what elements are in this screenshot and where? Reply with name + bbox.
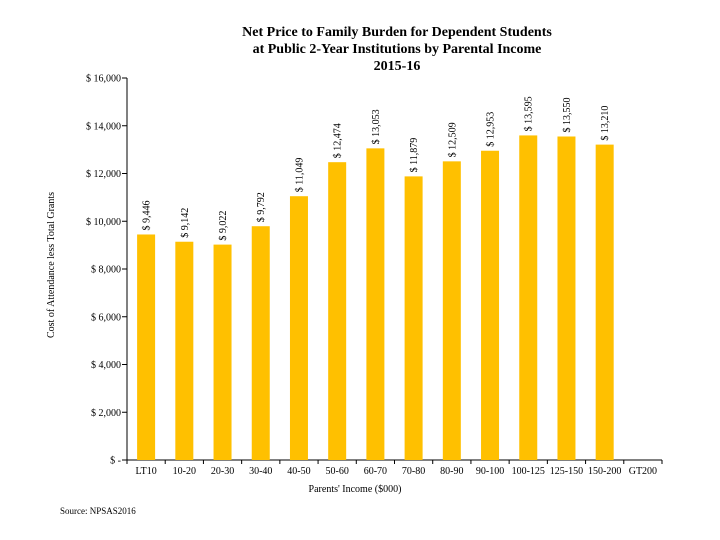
bar-data-label: $ 11,049 bbox=[294, 158, 305, 193]
x-tick-label: 60-70 bbox=[364, 466, 387, 477]
chart-title-line-3: 2015-16 bbox=[374, 59, 421, 74]
chart-title: Net Price to Family Burden for Dependent… bbox=[242, 25, 552, 74]
x-axis-label: Parents' Income ($000) bbox=[309, 484, 402, 495]
bar bbox=[519, 135, 538, 460]
x-tick-label: LT10 bbox=[135, 466, 156, 477]
bar-data-label: $ 12,509 bbox=[447, 122, 458, 157]
source-note: Source: NPSAS2016 bbox=[60, 506, 136, 516]
bar-data-label: $ 9,792 bbox=[256, 192, 267, 222]
bars bbox=[137, 135, 614, 461]
y-tick-label: $ 8,000 bbox=[91, 265, 121, 276]
y-tick-label: $ 4,000 bbox=[91, 360, 121, 371]
x-ticks: LT10 10-20 20-30 30-40 40-50 50-60 60-70 70-80 8… bbox=[126, 460, 663, 477]
chart-title-line-2: at Public 2-Year Institutions by Parenta… bbox=[253, 42, 542, 57]
bar bbox=[137, 234, 156, 460]
chart-title-line-1: Net Price to Family Burden for Dependent… bbox=[242, 25, 552, 40]
y-axis-label: Cost of Attendance less Total Grants bbox=[46, 192, 57, 338]
bar bbox=[213, 244, 232, 460]
y-tick-label: $ 2,000 bbox=[91, 408, 121, 419]
x-tick-label: 40-50 bbox=[287, 466, 310, 477]
bar-data-label: $ 12,953 bbox=[486, 112, 497, 147]
bar bbox=[595, 144, 614, 460]
bar bbox=[328, 162, 347, 461]
x-tick-label: 80-90 bbox=[440, 466, 463, 477]
y-tick-label: $ 12,000 bbox=[86, 169, 121, 180]
bar-data-label: $ 13,210 bbox=[600, 106, 611, 141]
y-tick-label: $ 16,000 bbox=[86, 74, 121, 85]
y-tick-label: $ 6,000 bbox=[91, 312, 121, 323]
data-labels: $ 9,446 $ 9,142 $ 9,022 $ 9,792 $ 11,049 $ 12… bbox=[142, 96, 612, 240]
bar bbox=[557, 136, 576, 460]
bar-data-label: $ 11,879 bbox=[409, 138, 420, 173]
bar bbox=[442, 161, 461, 460]
bar-data-label: $ 9,142 bbox=[180, 208, 191, 238]
x-tick-label: 90-100 bbox=[476, 466, 504, 477]
y-tick-label: $ 10,000 bbox=[86, 217, 121, 228]
bar-data-label: $ 9,022 bbox=[218, 211, 229, 241]
bar-data-label: $ 13,550 bbox=[562, 97, 573, 132]
bar-data-label: $ 13,053 bbox=[371, 109, 382, 144]
x-tick-label: 150-200 bbox=[588, 466, 621, 477]
x-tick-label: 70-80 bbox=[402, 466, 425, 477]
x-tick-label: 20-30 bbox=[211, 466, 234, 477]
bar bbox=[289, 196, 308, 460]
x-tick-label: 50-60 bbox=[326, 466, 349, 477]
bar-data-label: $ 12,474 bbox=[333, 123, 344, 158]
bar bbox=[251, 226, 270, 460]
x-tick-label: 10-20 bbox=[173, 466, 196, 477]
bar bbox=[175, 241, 194, 460]
bar-data-label: $ 9,446 bbox=[142, 200, 153, 230]
bar-data-label: $ 13,595 bbox=[524, 96, 535, 131]
x-tick-label: GT200 bbox=[629, 466, 657, 477]
x-tick-label: 30-40 bbox=[249, 466, 272, 477]
y-ticks: $ - $ 2,000 $ 4,000 $ 6,000 $ 8,000 $ 10,000 $… bbox=[86, 74, 127, 467]
y-tick-label: $ - bbox=[110, 456, 121, 467]
bar bbox=[404, 176, 423, 461]
y-tick-label: $ 14,000 bbox=[86, 121, 121, 132]
bar bbox=[366, 148, 385, 460]
x-tick-label: 125-150 bbox=[550, 466, 583, 477]
x-tick-label: 100-125 bbox=[512, 466, 545, 477]
bar bbox=[481, 150, 500, 460]
